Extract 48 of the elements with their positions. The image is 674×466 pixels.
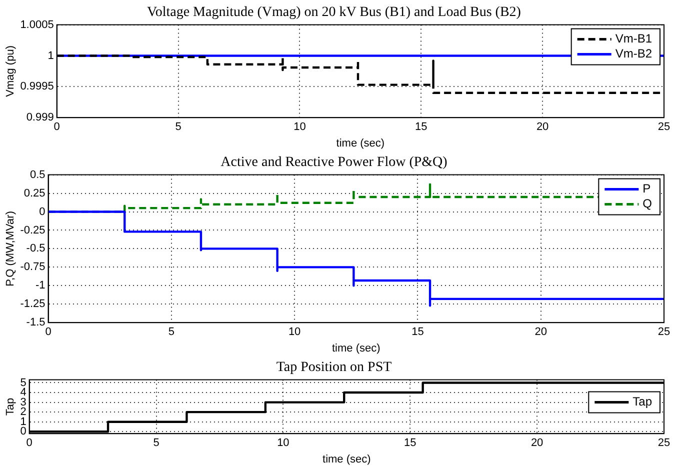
x-tick-label: 15 — [415, 121, 428, 134]
x-tick-label: 25 — [658, 121, 670, 134]
x-axis-title: time (sec) — [332, 342, 380, 354]
y-tick-label: 3 — [20, 396, 26, 408]
y-tick-label: 1 — [20, 416, 26, 428]
x-tick-label: 5 — [175, 121, 182, 134]
x-tick-label: 10 — [277, 437, 290, 450]
y-axis-title: P,Q (MW,MVar) — [4, 211, 17, 286]
y-tick-label: 0.5 — [30, 168, 46, 181]
x-tick-label: 20 — [530, 437, 544, 450]
y-tick-label: -1.5 — [26, 316, 46, 329]
x-tick-label: 25 — [658, 326, 670, 338]
chart-title: Voltage Magnitude (Vmag) on 20 kV Bus (B1) and Load Bus (B2) — [147, 5, 522, 20]
y-tick-label: 4 — [20, 386, 26, 399]
x-tick-label: 5 — [168, 326, 174, 338]
y-tick-label: -1 — [35, 280, 46, 292]
y-tick-label: 0.999 — [26, 112, 54, 124]
chart-title: Tap Position on PST — [276, 360, 392, 376]
y-tick-label: -1.25 — [20, 298, 46, 310]
y-tick-label: -0.5 — [26, 242, 46, 255]
y-tick-label: 1.0005 — [20, 18, 54, 31]
y-tick-label: 0 — [20, 426, 26, 438]
x-axis-title: time (sec) — [336, 137, 385, 150]
x-tick-label: 15 — [404, 437, 416, 450]
x-tick-label: 10 — [294, 121, 306, 134]
y-tick-label: 0.25 — [24, 187, 46, 200]
x-tick-label: 25 — [658, 437, 670, 450]
x-tick-label: 10 — [288, 326, 301, 338]
y-axis-title: Vmag (pu) — [4, 46, 17, 97]
y-tick-label: 2 — [20, 406, 26, 418]
y-axis-title: Tap — [4, 398, 17, 416]
legend-label: Vm-B2 — [615, 46, 652, 61]
y-tick-label: 0 — [39, 206, 46, 218]
legend-label: P — [642, 182, 651, 196]
y-tick-label: 1 — [48, 50, 54, 62]
chart-title: Active and Reactive Power Flow (P&Q) — [220, 155, 448, 170]
x-axis-title: time (sec) — [322, 453, 371, 466]
x-tick-label: 20 — [534, 326, 547, 338]
y-tick-label: 5 — [20, 376, 26, 389]
x-tick-label: 15 — [412, 326, 424, 338]
y-tick-label: 0.9995 — [20, 80, 54, 93]
x-tick-label: 5 — [153, 437, 160, 450]
y-tick-label: -0.25 — [20, 224, 46, 236]
legend-label: Tap — [632, 394, 652, 409]
legend-label: Vm-B1 — [615, 32, 652, 46]
y-tick-label: -0.75 — [20, 261, 46, 274]
legend-label: Q — [642, 196, 652, 211]
x-tick-label: 20 — [536, 121, 549, 134]
